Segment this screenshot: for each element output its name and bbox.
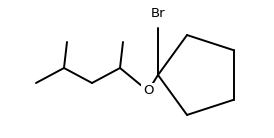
Text: O: O (143, 84, 153, 98)
Text: Br: Br (151, 7, 165, 20)
